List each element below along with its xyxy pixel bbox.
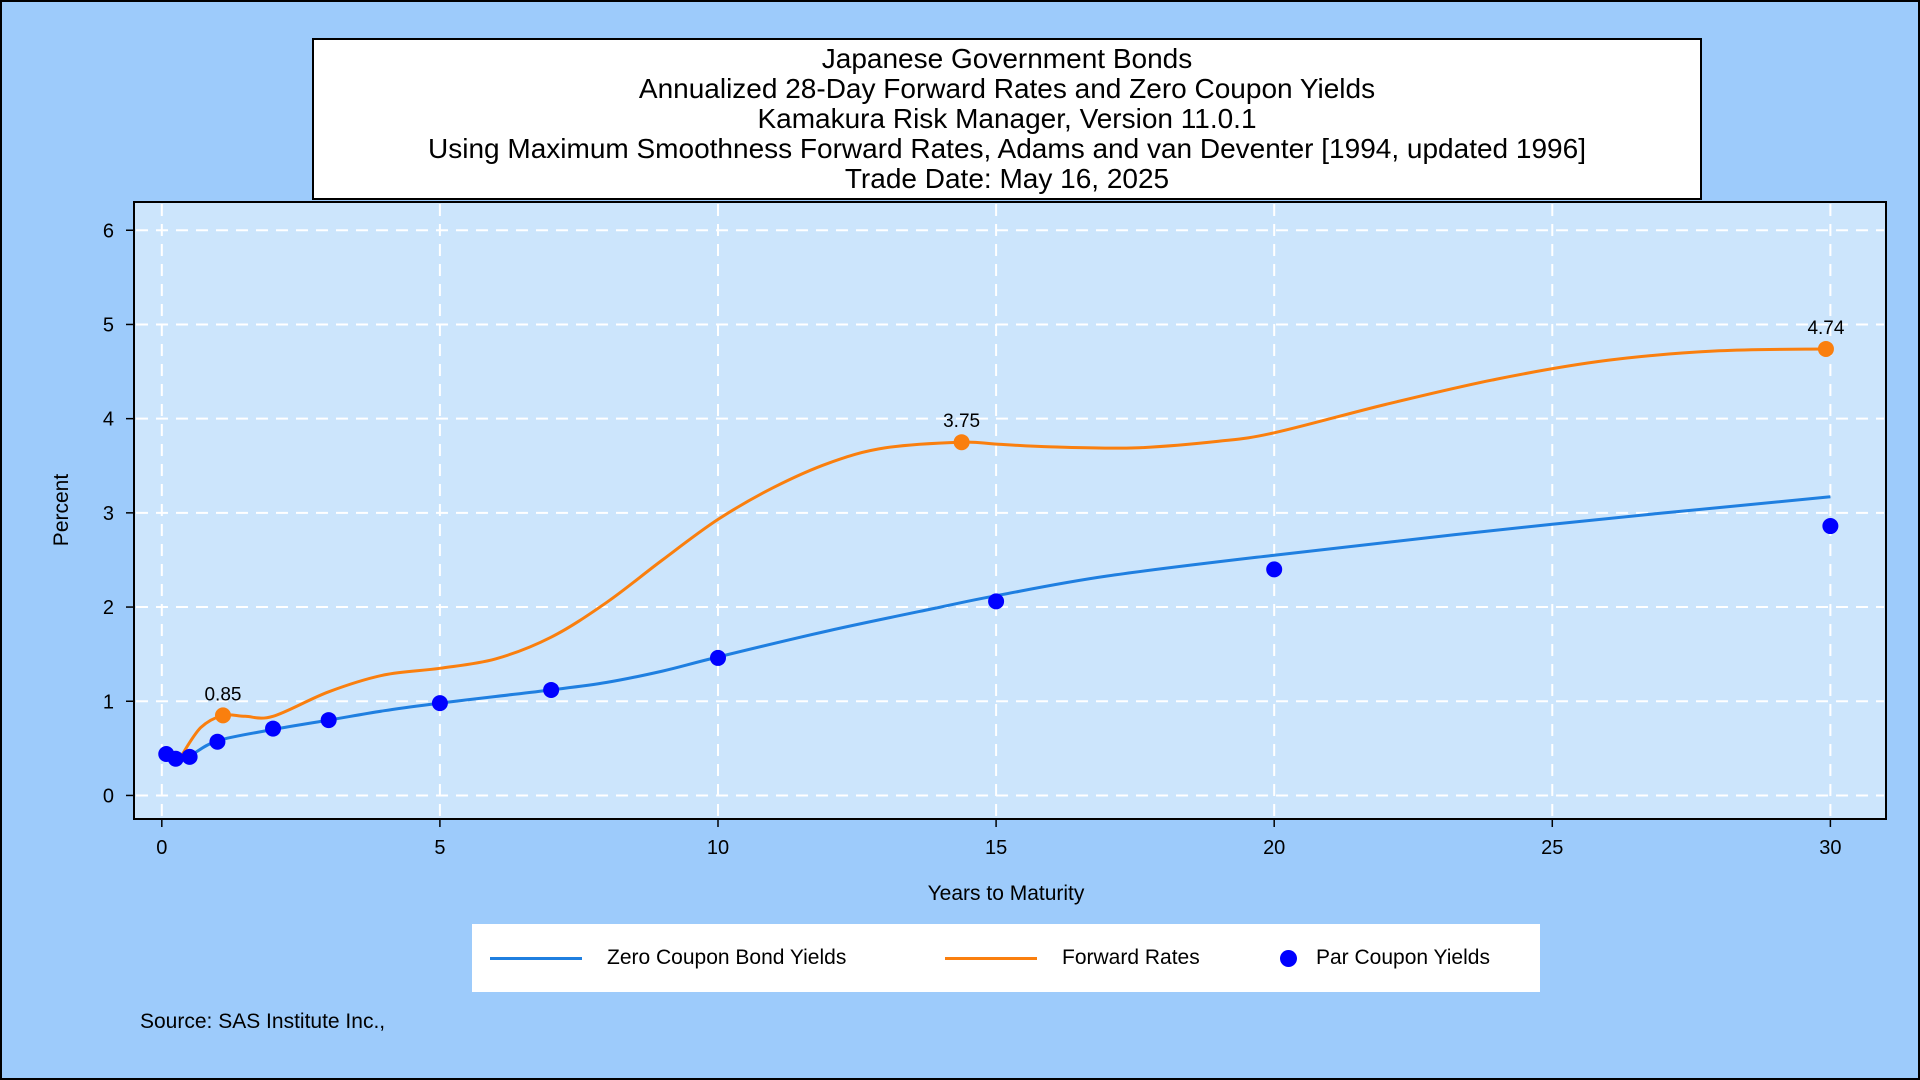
series-group: [158, 347, 1839, 767]
x-tick-label: 20: [1263, 837, 1285, 859]
x-tick-label: 0: [156, 837, 167, 859]
par-yield-point: [1822, 518, 1839, 535]
title-line-1: Japanese Government Bonds: [821, 43, 1193, 74]
title-line-5: Trade Date: May 16, 2025: [844, 163, 1170, 194]
y-tick-label: 2: [103, 597, 114, 619]
y-tick-label: 3: [103, 503, 114, 525]
grid: [136, 204, 1884, 817]
forward-rate-marker: [1817, 340, 1834, 357]
legend-swatch-par: [1280, 949, 1297, 967]
par-yield-point: [1266, 561, 1283, 578]
chart-title-box: Japanese Government Bonds Annualized 28-…: [312, 38, 1702, 200]
par-yield-point: [988, 593, 1005, 610]
x-tick-label: 15: [985, 837, 1007, 859]
y-tick-label: 6: [103, 220, 114, 242]
x-tick-label: 10: [707, 837, 729, 859]
title-line-3: Kamakura Risk Manager, Version 11.0.1: [757, 103, 1257, 134]
x-axis-label: Years to Maturity: [928, 882, 1085, 905]
title-line-4: Using Maximum Smoothness Forward Rates, …: [428, 133, 1586, 164]
x-tick-label: 5: [434, 837, 445, 859]
par-yield-point: [710, 649, 726, 666]
par-yield-point: [265, 720, 282, 737]
par-yield-point: [320, 712, 337, 729]
axes: 0 5 10 15 20 25 30 0 1 2 3 4 5 6: [103, 220, 1842, 859]
zero-coupon-line: [165, 495, 1831, 761]
legend-label-forward: Forward Rates: [1062, 946, 1200, 969]
par-yield-point: [167, 750, 184, 767]
legend-swatch-forward: [945, 956, 1037, 960]
x-tick-label: 25: [1541, 837, 1563, 859]
forward-rate-data-label: 4.74: [1807, 318, 1844, 339]
legend-label-zero-coupon: Zero Coupon Bond Yields: [607, 946, 847, 969]
plot-area: [133, 201, 1887, 820]
forward-rate-data-label: 0.85: [204, 684, 241, 705]
legend-item-par: Par Coupon Yields: [1280, 924, 1490, 992]
par-yield-point: [543, 681, 560, 698]
y-tick-label: 0: [103, 785, 114, 807]
forward-rate-data-label: 3.75: [943, 411, 980, 432]
par-yield-point: [431, 695, 448, 712]
title-line-2: Annualized 28-Day Forward Rates and Zero…: [638, 73, 1376, 104]
y-tick-label: 1: [103, 691, 114, 713]
par-yield-point: [209, 733, 226, 750]
forward-rate-line: [180, 347, 1831, 757]
source-note: Source: SAS Institute Inc.,: [140, 1010, 386, 1033]
y-tick-label: 5: [103, 314, 114, 336]
par-yield-point: [181, 748, 198, 765]
legend: Zero Coupon Bond Yields Forward Rates Pa…: [472, 924, 1540, 992]
y-tick-label: 4: [103, 409, 114, 431]
legend-label-par: Par Coupon Yields: [1316, 946, 1490, 969]
legend-item-zero-coupon: Zero Coupon Bond Yields: [490, 924, 846, 992]
forward-rate-marker: [214, 707, 231, 724]
legend-swatch-zero-coupon: [490, 956, 582, 960]
y-axis-label: Percent: [50, 474, 73, 547]
legend-item-forward: Forward Rates: [945, 924, 1200, 992]
annotations: 0.85 3.75 4.74: [204, 318, 1845, 724]
forward-rate-marker: [953, 434, 970, 451]
x-tick-label: 30: [1819, 837, 1841, 859]
